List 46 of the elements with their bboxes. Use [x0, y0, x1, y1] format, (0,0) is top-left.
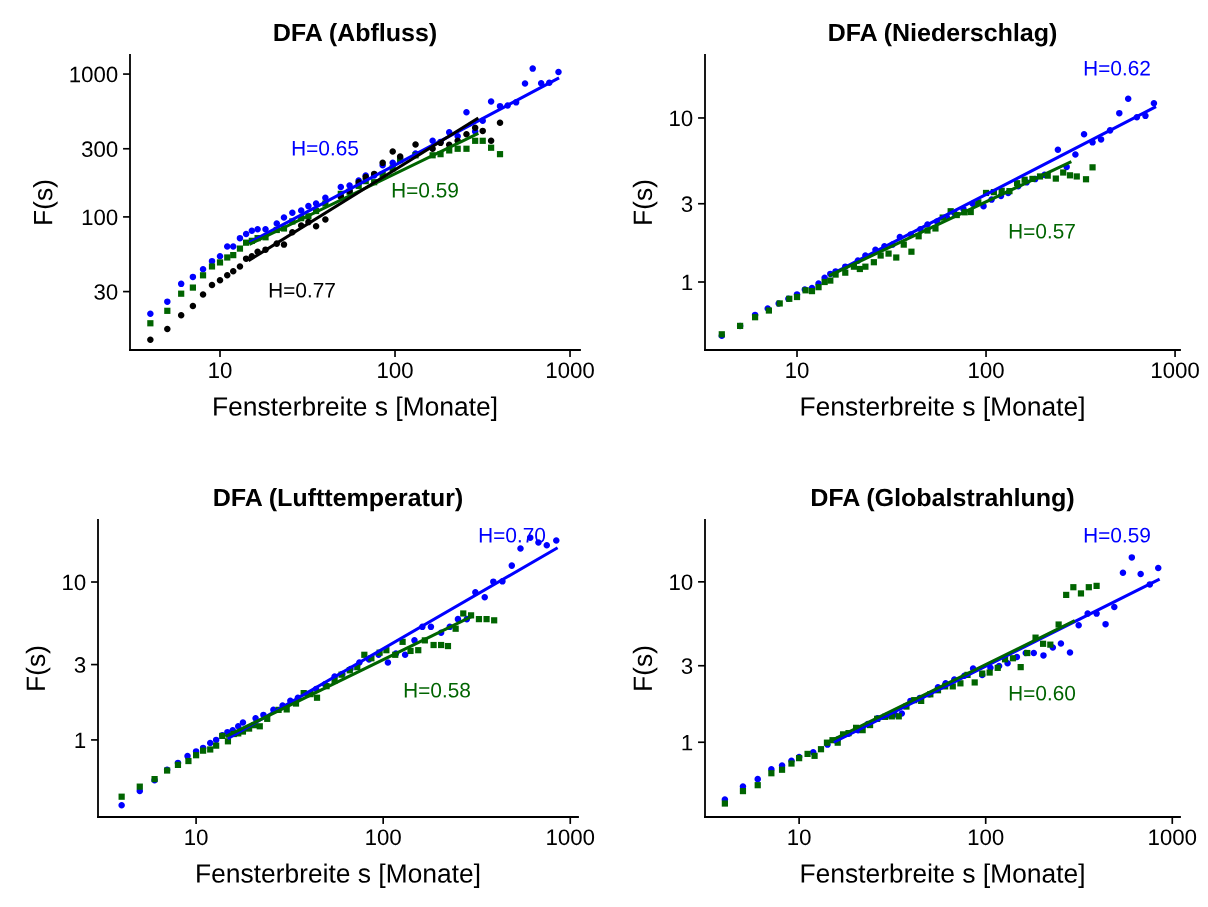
- series-label: H=0.77: [269, 282, 335, 298]
- series-label: H=0.58: [404, 682, 470, 698]
- series-label: H=0.59: [1084, 527, 1150, 543]
- series-label: H=0.57: [1009, 223, 1075, 239]
- x-tick-label: 10: [788, 829, 811, 846]
- chart-title: DFA (Niederschlag): [829, 22, 1057, 47]
- y-tick-label: 30: [94, 284, 118, 300]
- x-tick-label: 1000: [547, 829, 595, 846]
- y-tick-label: 3: [74, 657, 86, 673]
- x-tick-label: 1000: [547, 362, 594, 379]
- y-axis-title: F(s): [632, 646, 658, 690]
- series-label: H=0.65: [292, 140, 359, 156]
- x-tick-label: 10: [786, 362, 809, 379]
- y-tick-label: 1000: [70, 66, 118, 83]
- y-axis-title: F(s): [632, 180, 658, 224]
- x-axis-title: Fensterbreite s [Monate]: [197, 863, 480, 889]
- x-tick-label: 10: [209, 362, 232, 379]
- y-tick-label: 10: [63, 574, 86, 591]
- x-tick-label: 100: [366, 829, 401, 846]
- y-tick-label: 3: [681, 658, 693, 674]
- x-axis-title: Fensterbreite s [Monate]: [214, 396, 497, 422]
- y-tick-label: 1: [682, 735, 693, 751]
- x-tick-label: 100: [378, 362, 413, 379]
- y-axis-title: F(s): [33, 180, 58, 224]
- chart-title: DFA (Lufttemperatur): [214, 487, 462, 512]
- series-label: H=0.60: [1009, 685, 1076, 701]
- x-tick-label: 10: [185, 829, 208, 846]
- x-tick-label: 100: [968, 829, 1004, 846]
- y-tick-label: 300: [81, 141, 118, 158]
- y-tick-label: 1: [682, 274, 693, 291]
- x-axis-title: Fensterbreite s [Monate]: [801, 396, 1084, 422]
- series-label: H=0.70: [479, 527, 546, 543]
- x-tick-label: 100: [969, 362, 1004, 379]
- x-axis-title: Fensterbreite s [Monate]: [801, 863, 1084, 889]
- x-tick-label: 1000: [1152, 362, 1199, 379]
- y-tick-label: 100: [82, 209, 118, 226]
- y-tick-label: 3: [681, 196, 693, 212]
- y-axis-title: F(s): [25, 646, 51, 690]
- chart-title: DFA (Globalstrahlung): [812, 487, 1074, 512]
- series-label: H=0.59: [392, 182, 458, 198]
- x-tick-label: 1000: [1149, 829, 1197, 846]
- y-tick-label: 10: [670, 110, 693, 127]
- series-label: H=0.62: [1084, 60, 1150, 76]
- chart-title: DFA (Abfluss): [274, 22, 436, 47]
- y-tick-label: 1: [75, 732, 86, 748]
- y-tick-label: 10: [670, 574, 693, 591]
